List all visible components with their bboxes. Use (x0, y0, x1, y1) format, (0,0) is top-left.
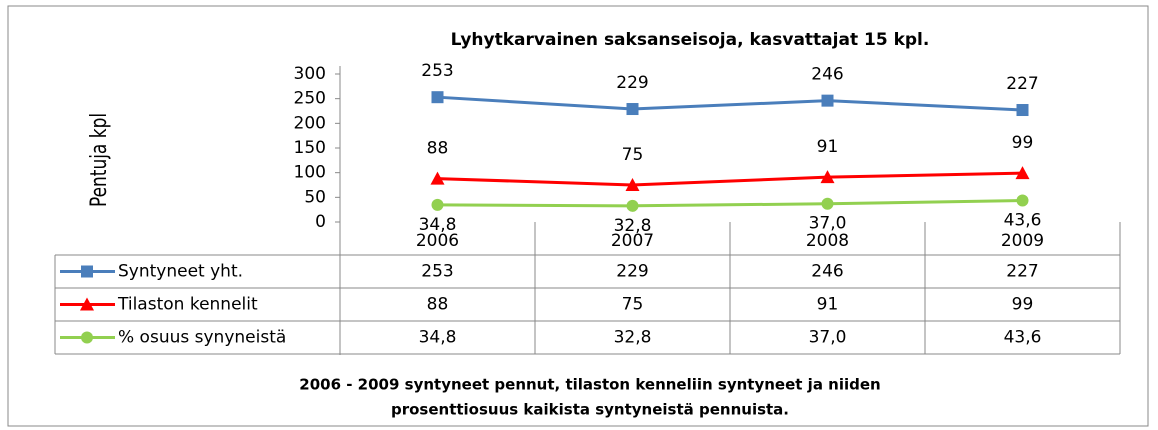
series-line (437, 171, 1023, 187)
table-cell: 32,8 (614, 328, 652, 348)
point (1015, 166, 1030, 180)
x-tick-label: 2009 (1001, 231, 1044, 251)
table-cell: 253 (421, 262, 453, 282)
point (431, 198, 444, 211)
y-tick-label: 300 (294, 64, 326, 84)
table-cell: 227 (1006, 262, 1038, 282)
table-cell: 37,0 (809, 328, 847, 348)
data-label: 99 (1012, 133, 1034, 153)
table-cell: 246 (811, 262, 843, 282)
data-label: 246 (811, 65, 843, 85)
point (821, 197, 834, 210)
legend-label: Syntyneet yht. (118, 262, 243, 282)
data-label: 34,8 (419, 215, 457, 235)
data-label: 229 (616, 73, 648, 93)
y-tick-label: 250 (294, 89, 326, 109)
data-label: 75 (622, 145, 644, 165)
point (820, 170, 835, 184)
table-cell: 43,6 (1004, 328, 1042, 348)
data-label: 32,8 (614, 216, 652, 236)
chart-border (7, 5, 1149, 427)
y-tick-label: 150 (294, 138, 326, 158)
data-label: 253 (421, 61, 453, 81)
table-cell: 75 (622, 295, 644, 315)
legend-key-marker (81, 331, 93, 344)
point (431, 91, 444, 104)
y-axis-label: Pentuja kpl (86, 113, 112, 207)
x-tick-label: 2007 (611, 231, 654, 251)
point (430, 171, 445, 185)
legend-key-marker (81, 265, 93, 278)
point (626, 199, 639, 212)
y-tick-label: 50 (304, 187, 326, 207)
point (1016, 194, 1029, 207)
x-tick-label: 2006 (416, 231, 459, 251)
data-label: 91 (817, 137, 839, 157)
series-line (437, 198, 1023, 208)
series-line (437, 95, 1023, 112)
legend-label: % osuus synyneistä (118, 328, 286, 348)
table-cell: 99 (1012, 295, 1034, 315)
y-tick-label: 200 (294, 113, 326, 133)
y-tick-label: 100 (294, 163, 326, 183)
point (626, 103, 639, 116)
caption-line: 2006 - 2009 syntyneet pennut, tilaston k… (299, 376, 880, 394)
data-label: 43,6 (1004, 210, 1042, 230)
data-label: 88 (427, 139, 449, 159)
caption-line: prosenttiosuus kaikista syntyneistä penn… (391, 401, 789, 419)
data-label: 227 (1006, 74, 1038, 94)
point (821, 94, 834, 107)
y-tick-label: 0 (315, 212, 326, 232)
chart-title: Lyhytkarvainen saksanseisoja, kasvattaja… (451, 30, 930, 50)
legend-key-marker (80, 297, 94, 311)
legend-label: Tilaston kennelit (117, 295, 258, 315)
x-tick-label: 2008 (806, 231, 849, 251)
point (625, 178, 640, 191)
data-label: 37,0 (809, 214, 847, 234)
table-cell: 229 (616, 262, 648, 282)
point (1016, 104, 1029, 117)
table-cell: 34,8 (419, 328, 457, 348)
table-cell: 88 (427, 295, 449, 315)
table-cell: 91 (817, 295, 839, 315)
